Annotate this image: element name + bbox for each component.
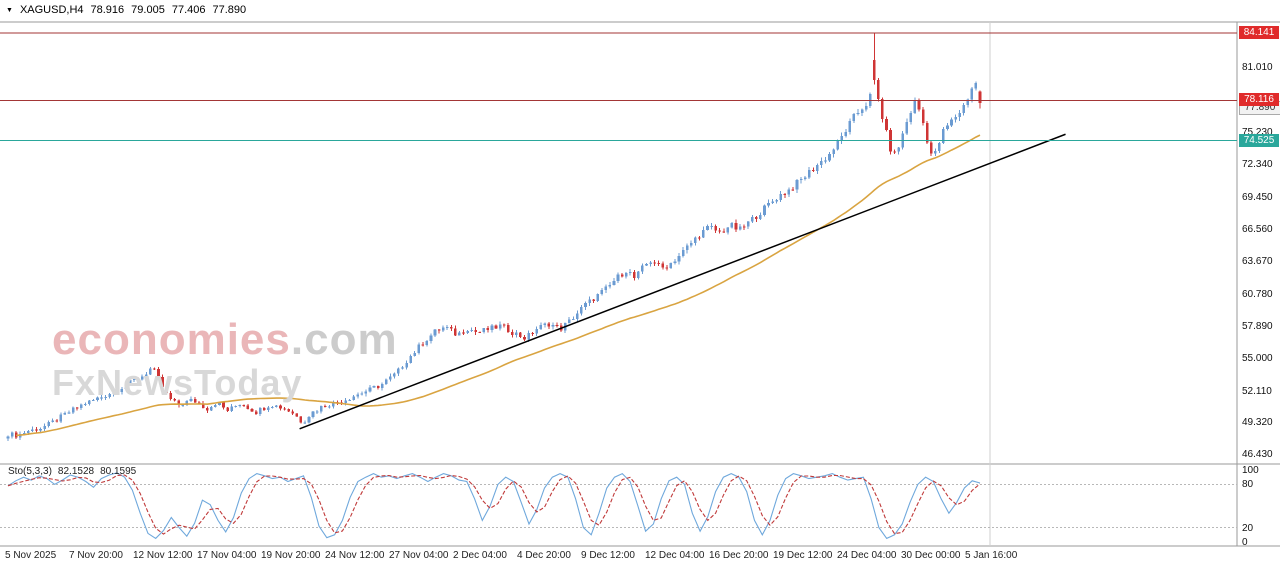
indicator-d-value: 80.1595: [100, 466, 137, 477]
time-axis-label: 2 Dec 04:00: [453, 550, 507, 561]
indicator-name: Sto(5,3,3): [8, 466, 52, 477]
price-axis-label: 57.890: [1242, 320, 1273, 332]
symbol-dropdown-icon[interactable]: ▼: [6, 6, 13, 14]
ohlc-open: 78.916: [90, 4, 125, 16]
price-axis-label: 75.230: [1242, 126, 1273, 138]
time-axis-label: 5 Jan 16:00: [965, 550, 1018, 561]
price-level-badge: 84.141: [1239, 25, 1279, 39]
symbol-info: ▼ XAGUSD,H4 78.916 79.005 77.406 77.890: [6, 4, 246, 16]
ohlc-low: 77.406: [171, 4, 206, 16]
indicator-axis-label: 20: [1242, 522, 1254, 534]
price-axis-label: 49.320: [1242, 416, 1273, 428]
price-axis-label: 69.450: [1242, 191, 1273, 203]
price-axis-label: 55.000: [1242, 353, 1273, 365]
indicator-label: Sto(5,3,3) 82.1528 80.1595: [8, 466, 136, 477]
price-axis-label: 72.340: [1242, 159, 1273, 171]
time-axis-label: 5 Nov 2025: [5, 550, 57, 561]
ohlc-close: 77.890: [212, 4, 247, 16]
time-axis-label: 27 Nov 04:00: [389, 550, 449, 561]
time-axis-label: 24 Dec 04:00: [837, 550, 897, 561]
price-axis-label: 52.110: [1242, 385, 1272, 397]
indicator-k-value: 82.1528: [57, 466, 95, 477]
indicator-axis-label: 100: [1242, 465, 1259, 476]
symbol-name: XAGUSD,H4: [19, 4, 84, 16]
price-level-badge: 74.525: [1239, 133, 1279, 147]
time-axis-label: 12 Nov 12:00: [133, 550, 193, 561]
price-axis-label: 46.430: [1242, 449, 1273, 461]
time-axis-label: 19 Nov 20:00: [261, 550, 321, 561]
time-axis-label: 12 Dec 04:00: [645, 550, 705, 561]
price-axis-label: 81.010: [1242, 62, 1273, 74]
indicator-axis-label: 80: [1242, 479, 1254, 491]
time-axis-label: 4 Dec 20:00: [517, 550, 571, 561]
time-axis-label: 30 Dec 00:00: [901, 550, 961, 561]
price-level-badge: 78.116: [1239, 93, 1279, 107]
time-axis-label: 17 Nov 04:00: [197, 550, 257, 561]
price-axis-label: 66.560: [1242, 223, 1273, 235]
time-axis-label: 16 Dec 20:00: [709, 550, 769, 561]
time-axis-label: 7 Nov 20:00: [69, 550, 123, 561]
ohlc-high: 79.005: [131, 4, 165, 16]
price-axis-label: 60.780: [1242, 288, 1273, 300]
indicator-axis-label: 0: [1242, 537, 1248, 548]
time-axis-label: 24 Nov 12:00: [325, 550, 385, 561]
price-axis-label: 63.670: [1242, 256, 1273, 268]
time-axis-label: 19 Dec 12:00: [773, 550, 833, 561]
time-axis-label: 9 Dec 12:00: [581, 550, 635, 561]
